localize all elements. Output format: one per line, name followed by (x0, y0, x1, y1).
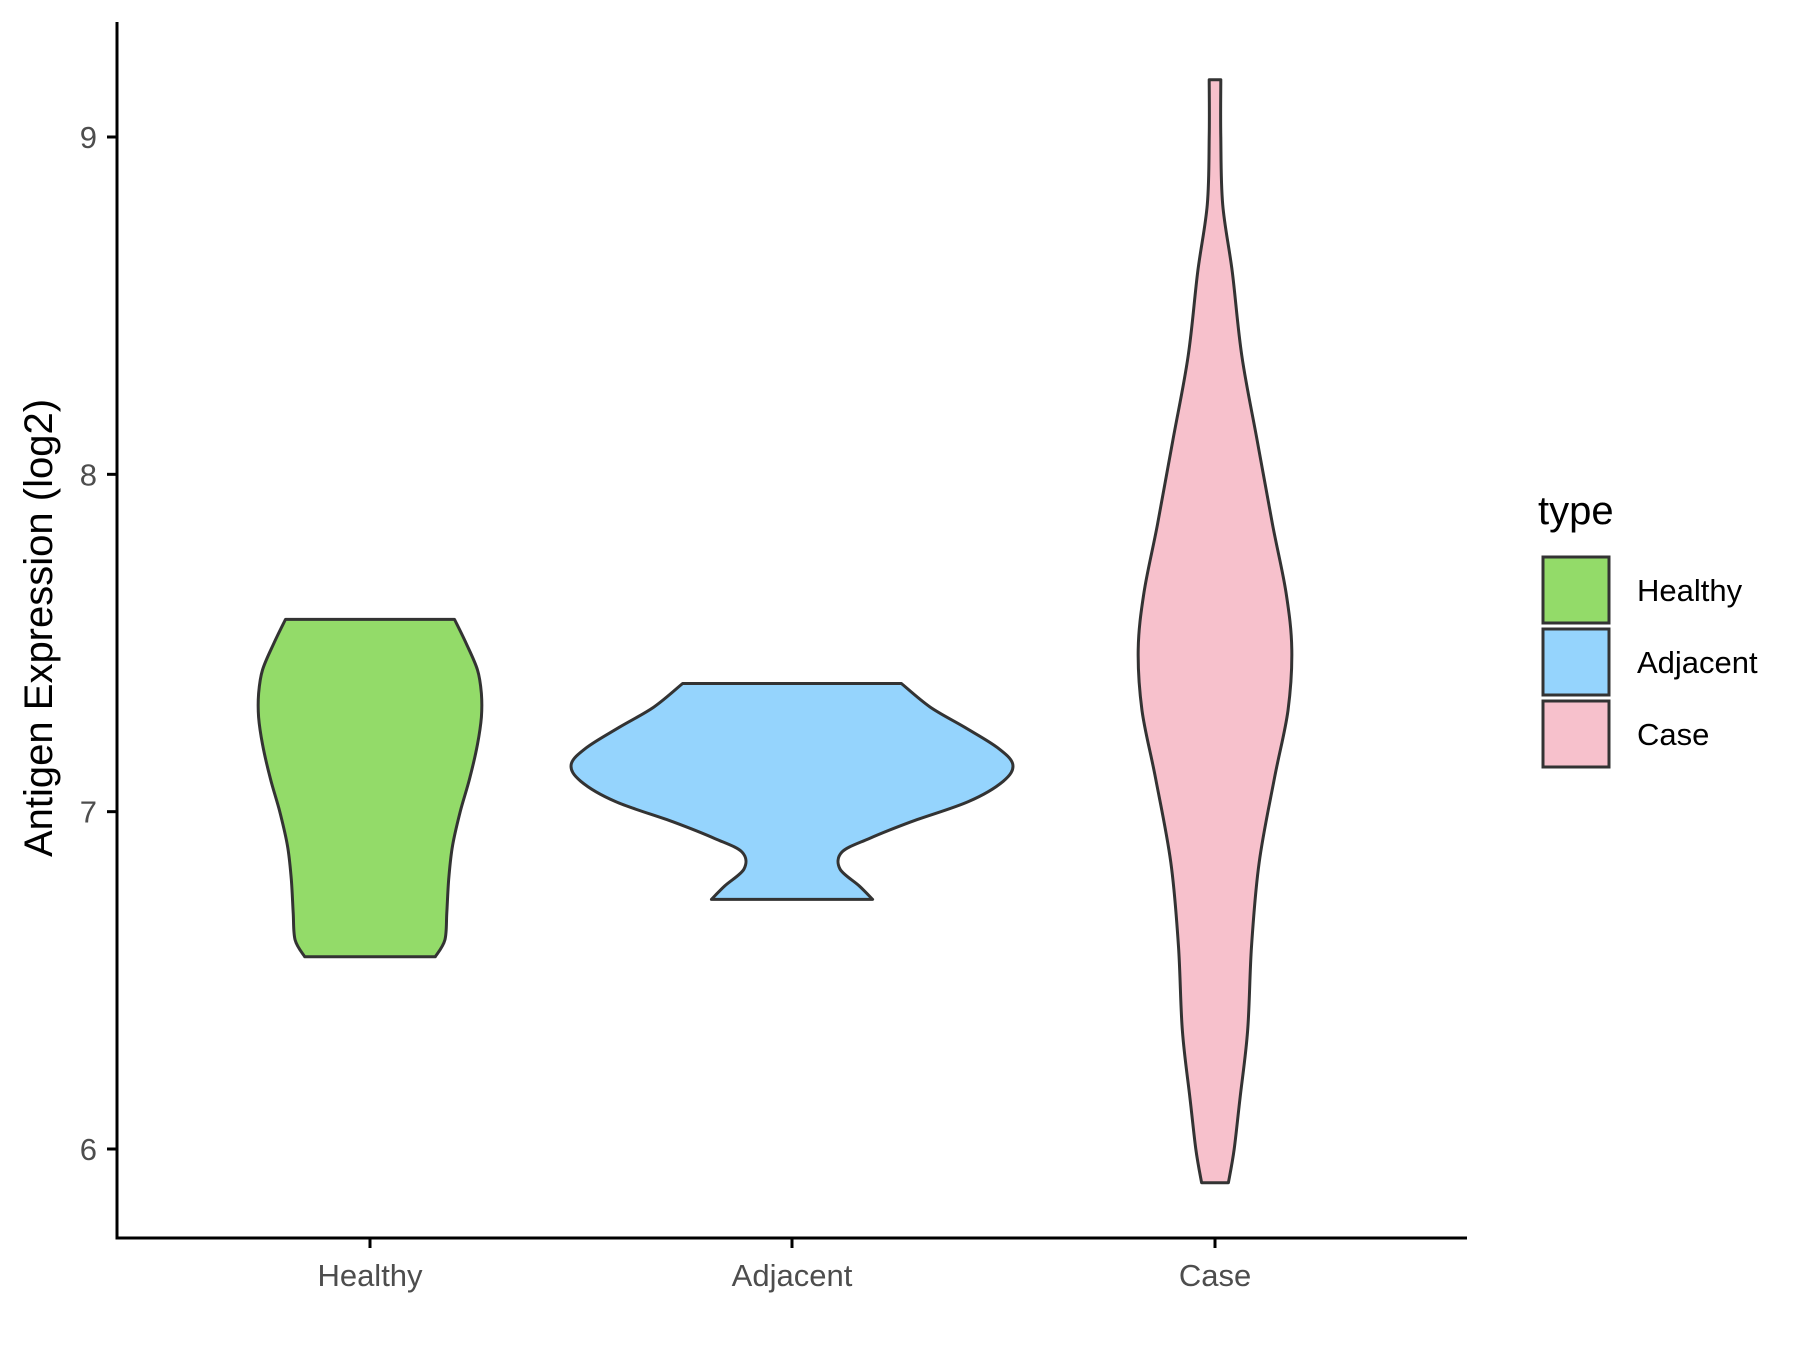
x-tick-label-case: Case (1179, 1258, 1251, 1293)
legend-key-adjacent (1541, 627, 1611, 697)
legend: type Healthy Adjacent Case (1538, 489, 1758, 769)
legend-entries: Healthy Adjacent Case (1541, 555, 1758, 769)
violins-layer (256, 78, 1294, 1185)
legend-label-case: Case (1637, 717, 1709, 752)
x-tick-label-healthy: Healthy (317, 1258, 423, 1293)
legend-label-healthy: Healthy (1637, 573, 1743, 608)
legend-key-healthy (1541, 555, 1611, 625)
y-tick-label: 9 (80, 120, 97, 155)
x-axis-ticks: Healthy Adjacent Case (317, 1238, 1251, 1293)
y-tick-label: 7 (80, 795, 97, 830)
violin-case (1136, 78, 1294, 1185)
x-tick-label-adjacent: Adjacent (732, 1258, 853, 1293)
y-axis-ticks: 6 7 8 9 (80, 120, 117, 1167)
violin-healthy (256, 617, 484, 959)
violin-adjacent (569, 682, 1015, 901)
legend-title: type (1538, 489, 1614, 533)
y-tick-label: 6 (80, 1132, 97, 1167)
y-tick-label: 8 (80, 457, 97, 492)
legend-label-adjacent: Adjacent (1637, 645, 1758, 680)
y-axis-title: Antigen Expression (log2) (17, 399, 61, 857)
legend-key-case (1541, 699, 1611, 769)
axes-layer: 6 7 8 9 Healthy Adjacent Case (80, 22, 1467, 1293)
